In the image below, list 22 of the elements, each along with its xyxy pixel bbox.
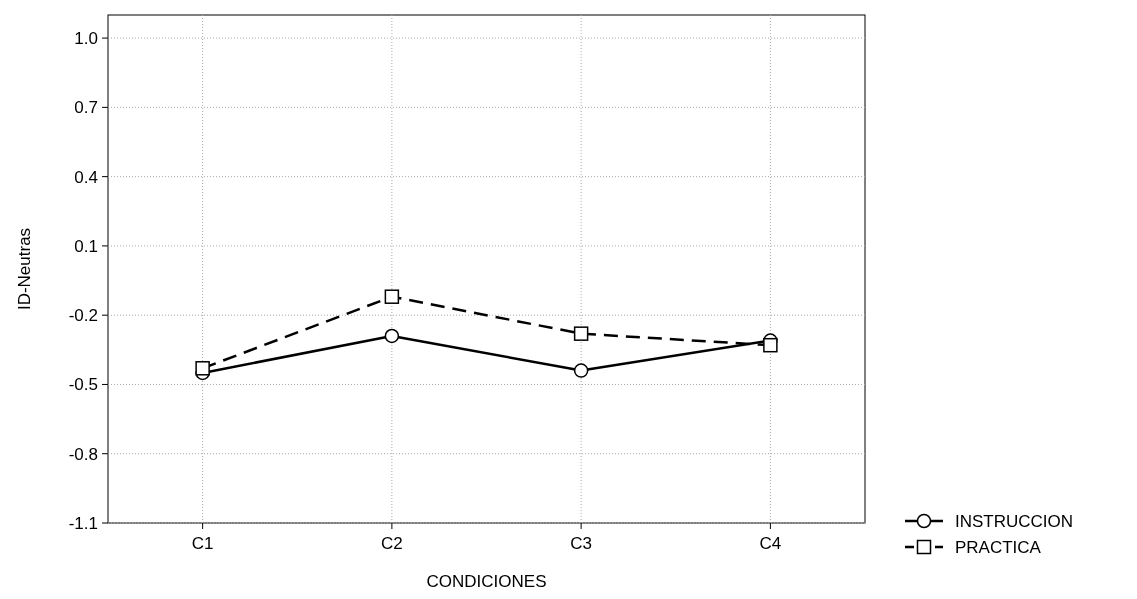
x-tick-label: C4 [759, 534, 782, 553]
legend-label: PRACTICA [955, 537, 1042, 557]
point [384, 289, 400, 304]
point [384, 328, 400, 344]
y-tick-label: -1.1 [68, 513, 98, 533]
point [195, 361, 210, 376]
y-tick-label: -0.2 [68, 306, 98, 326]
point [573, 326, 589, 341]
y-tick-label: 0.4 [74, 167, 98, 187]
y-tick-label: -0.5 [68, 375, 98, 395]
y-axis-title: ID-Neutras [15, 227, 34, 311]
x-tick-label: C2 [381, 534, 403, 553]
x-tick-label: C1 [191, 534, 214, 553]
y-tick-label: 1.0 [74, 29, 98, 49]
y-tick-label: 0.7 [74, 98, 98, 118]
legend-label: INSTRUCCION [955, 511, 1074, 531]
x-tick-label: C3 [570, 534, 592, 553]
y-tick-label: -0.8 [68, 444, 98, 464]
y-tick-label: 0.1 [74, 236, 98, 256]
point [763, 337, 778, 353]
point [573, 363, 589, 378]
x-axis-title: CONDICIONES [426, 572, 547, 591]
